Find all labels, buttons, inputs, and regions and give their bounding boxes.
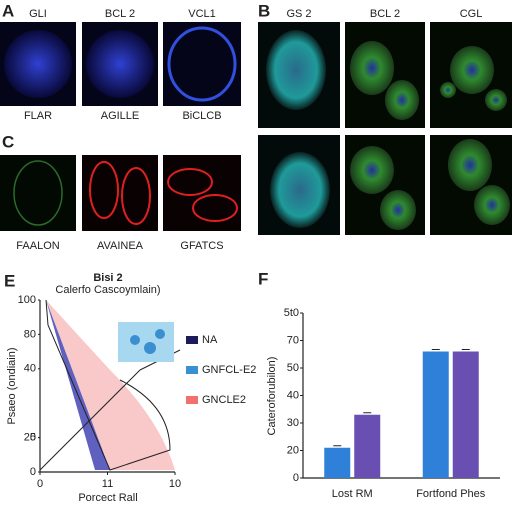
- legend-swatch: [186, 366, 198, 374]
- y-tick-label: 40: [24, 363, 36, 375]
- image-label: BCL 2: [370, 8, 400, 20]
- x-tick-label: 11: [102, 478, 113, 490]
- panel-letter: E: [4, 271, 15, 290]
- y-axis-label: Psaeo (ondiain): [6, 347, 18, 424]
- y-tick-label: 50: [287, 362, 299, 374]
- panel-letter: F: [258, 269, 268, 288]
- bar: [452, 351, 479, 478]
- y-tick-label: 5t0: [284, 307, 299, 319]
- image-label: GFATCS: [180, 240, 223, 252]
- image-label: BiCLCB: [182, 110, 221, 122]
- x-tick-label: Fortfond Phes: [416, 488, 486, 500]
- x-tick-label: Lost RM: [332, 488, 373, 500]
- image-label: FLAR: [24, 110, 52, 122]
- image-label: AVAINEA: [97, 240, 144, 252]
- y-tick-label: 0: [293, 472, 299, 484]
- legend-label: GNFCL-E2: [202, 364, 256, 376]
- image-label: VCL1: [188, 8, 216, 20]
- chart-subtitle: Calerfo Cascoymlain): [55, 284, 160, 296]
- bar: [324, 447, 351, 478]
- panel-letter: B: [258, 1, 270, 20]
- chart-title: Bisi 2: [93, 272, 122, 284]
- fan-plot: [39, 299, 181, 471]
- y-tick-label: 80: [24, 328, 36, 340]
- y-axis-label: Cateroforubilon): [266, 357, 278, 436]
- y-tick-label: 0: [30, 466, 36, 478]
- y-tick-label: 20: [24, 432, 36, 444]
- x-tick-label: 10: [169, 478, 181, 490]
- legend-label: NA: [202, 334, 218, 346]
- image-label: GLI: [29, 8, 47, 20]
- image-label: FAALON: [16, 240, 59, 252]
- y-tick-label: 5: [30, 432, 36, 444]
- micrographs: [0, 22, 512, 235]
- panel-letter: C: [2, 132, 14, 151]
- bar: [422, 351, 449, 478]
- legend-swatch: [186, 336, 198, 344]
- image-label: GS 2: [286, 8, 311, 20]
- y-tick-label: 20: [287, 444, 299, 456]
- image-label: CGL: [460, 8, 483, 20]
- legend-label: GNCLE2: [202, 394, 246, 406]
- y-tick-label: 100: [18, 294, 36, 306]
- panel-letter: A: [2, 1, 14, 20]
- legend-swatch: [186, 396, 198, 404]
- bar: [354, 414, 381, 478]
- y-tick-label: 70: [287, 334, 299, 346]
- x-axis-label: Porcect Rall: [78, 492, 137, 504]
- x-tick-label: 0: [37, 478, 43, 490]
- y-tick-label: 40: [287, 389, 299, 401]
- image-label: BCL 2: [105, 8, 135, 20]
- image-label: AGILLE: [101, 110, 140, 122]
- y-tick-label: 30: [287, 417, 299, 429]
